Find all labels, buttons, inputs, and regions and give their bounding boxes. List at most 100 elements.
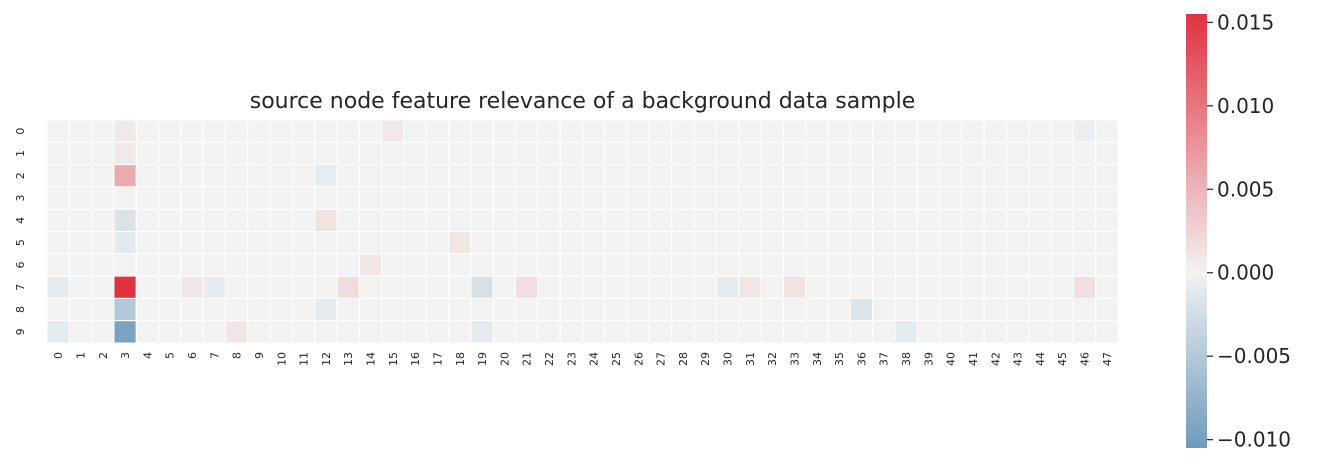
heatmap-cell xyxy=(827,320,851,344)
heatmap-cell xyxy=(604,320,628,344)
heatmap-cell xyxy=(983,320,1007,344)
heatmap-cell xyxy=(492,119,517,143)
heatmap-cell xyxy=(314,141,338,166)
heatmap-cell xyxy=(358,253,383,277)
heatmap-cell xyxy=(202,297,226,322)
heatmap-cell xyxy=(1050,119,1074,143)
heatmap-cell xyxy=(46,164,70,188)
x-tick-label: 42 xyxy=(989,352,1002,366)
heatmap-cell xyxy=(135,164,160,188)
heatmap-cell xyxy=(68,320,93,344)
heatmap-cell xyxy=(760,119,784,143)
x-tick-label: 4 xyxy=(141,352,154,359)
heatmap-cell xyxy=(849,186,874,210)
heatmap-cell xyxy=(849,275,874,299)
heatmap-cell xyxy=(537,164,561,188)
heatmap-cell xyxy=(492,275,517,299)
heatmap-cell xyxy=(314,186,338,210)
heatmap-cell xyxy=(782,231,807,255)
heatmap-cell xyxy=(358,297,383,322)
x-tick-label: 26 xyxy=(632,352,645,366)
heatmap-cell xyxy=(135,186,160,210)
heatmap-cell xyxy=(693,186,717,210)
heatmap-cell xyxy=(158,186,182,210)
heatmap-cell xyxy=(715,186,740,210)
heatmap-cell xyxy=(225,119,249,143)
heatmap-cell xyxy=(336,297,360,322)
colorbar-tick-label: 0.005 xyxy=(1217,177,1274,201)
x-tick-label: 28 xyxy=(677,352,690,366)
heatmap-cell xyxy=(916,253,940,277)
heatmap-cell xyxy=(894,275,918,299)
heatmap-cell xyxy=(782,186,807,210)
heatmap-cell xyxy=(358,141,383,166)
heatmap-cell xyxy=(314,164,338,188)
x-tick-label: 30 xyxy=(722,352,735,366)
heatmap-cell xyxy=(202,253,226,277)
x-tick-label: 13 xyxy=(342,352,355,366)
heatmap-cell xyxy=(1005,253,1030,277)
x-tick-label: 34 xyxy=(811,352,824,366)
heatmap-cell xyxy=(805,275,829,299)
heatmap-cell xyxy=(403,141,427,166)
heatmap-cell xyxy=(470,320,494,344)
heatmap-cell xyxy=(671,231,695,255)
heatmap-cell xyxy=(961,253,985,277)
heatmap-cell xyxy=(158,231,182,255)
heatmap-cell xyxy=(582,231,606,255)
colorbar-tick-label: 0.015 xyxy=(1217,10,1274,34)
heatmap-cell xyxy=(46,275,70,299)
heatmap-cell xyxy=(582,208,606,232)
heatmap-cell xyxy=(358,164,383,188)
heatmap-cell xyxy=(983,297,1007,322)
heatmap-cell xyxy=(805,231,829,255)
heatmap-cell xyxy=(1050,164,1074,188)
heatmap-cell xyxy=(894,253,918,277)
heatmap-cell xyxy=(537,320,561,344)
heatmap-cell xyxy=(648,275,673,299)
heatmap-cell xyxy=(269,231,293,255)
heatmap-cell xyxy=(515,164,539,188)
heatmap-cell xyxy=(626,297,650,322)
heatmap-cell xyxy=(336,320,360,344)
x-tick-label: 47 xyxy=(1101,352,1114,366)
heatmap-cell xyxy=(1095,253,1119,277)
heatmap-cell xyxy=(46,119,70,143)
heatmap-cell xyxy=(403,320,427,344)
heatmap-cell xyxy=(693,320,717,344)
heatmap-cell xyxy=(135,119,160,143)
heatmap-cell xyxy=(1028,119,1052,143)
heatmap-cell xyxy=(939,141,963,166)
heatmap-cell xyxy=(961,186,985,210)
heatmap-cell xyxy=(916,119,940,143)
heatmap-cell xyxy=(604,186,628,210)
heatmap-cell xyxy=(113,297,137,322)
heatmap-cell xyxy=(983,275,1007,299)
heatmap-cell xyxy=(604,208,628,232)
heatmap-cell xyxy=(916,275,940,299)
heatmap-cell xyxy=(671,119,695,143)
heatmap-cell xyxy=(202,208,226,232)
chart-title: source node feature relevance of a backg… xyxy=(250,89,916,114)
heatmap-cell xyxy=(738,231,762,255)
heatmap-cell xyxy=(939,275,963,299)
heatmap-cell xyxy=(515,297,539,322)
heatmap-cell xyxy=(247,208,271,232)
heatmap-cell xyxy=(872,164,896,188)
heatmap-cell xyxy=(849,208,874,232)
heatmap-cell xyxy=(939,164,963,188)
heatmap-cell xyxy=(648,253,673,277)
colorbar-tick-label: 0.000 xyxy=(1217,261,1274,285)
heatmap-cell xyxy=(693,297,717,322)
heatmap-cell xyxy=(916,141,940,166)
heatmap-cell xyxy=(113,164,137,188)
x-tick-label: 39 xyxy=(922,352,935,366)
heatmap-cell xyxy=(738,208,762,232)
heatmap-cell xyxy=(782,253,807,277)
heatmap-cell xyxy=(715,119,740,143)
heatmap-cell xyxy=(291,253,316,277)
heatmap-cell xyxy=(782,208,807,232)
heatmap-cell xyxy=(314,119,338,143)
heatmap-cell xyxy=(202,186,226,210)
heatmap-cell xyxy=(291,275,316,299)
